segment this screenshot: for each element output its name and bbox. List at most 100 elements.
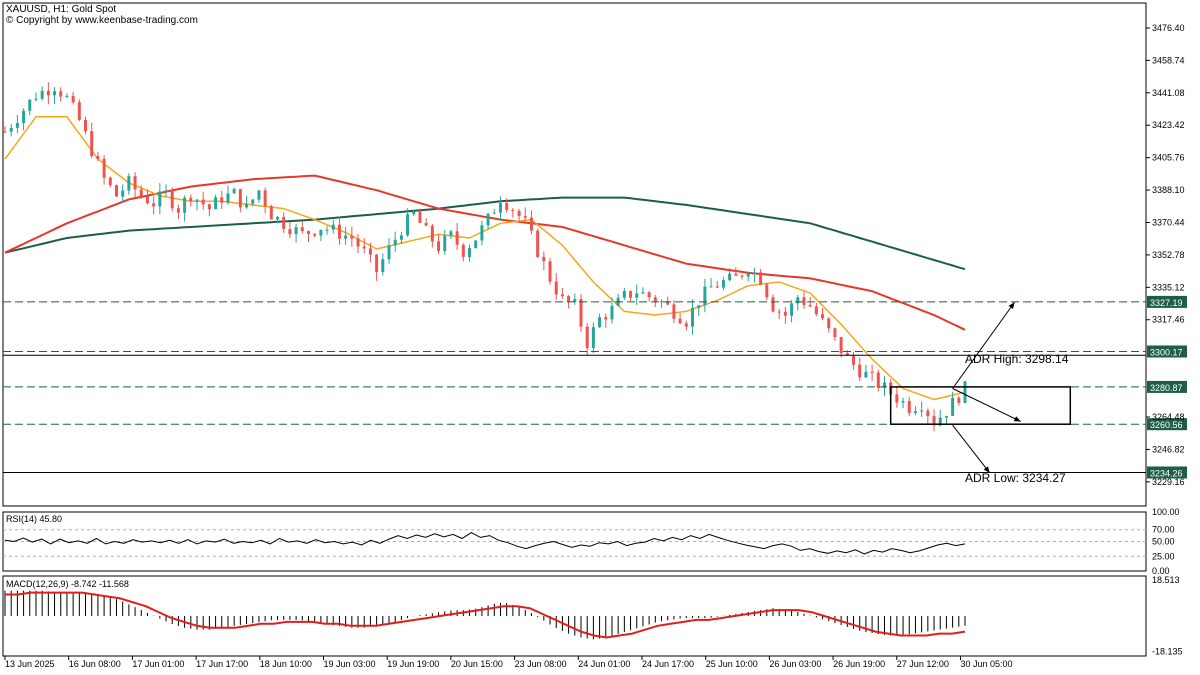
candle-body — [796, 297, 800, 304]
range-box — [889, 386, 1072, 425]
copyright-text: © Copyright by www.keenbase-trading.com — [6, 15, 198, 26]
candle-body — [567, 296, 571, 302]
candle-body — [77, 102, 81, 120]
time-tick-label: 30 Jun 05:00 — [961, 659, 1013, 669]
price-tick-label: 3388.10 — [1152, 185, 1185, 195]
price-tick-label: 3317.46 — [1152, 315, 1185, 325]
rsi-tick-label: 100.00 — [1152, 507, 1180, 517]
time-tick-label: 27 Jun 12:00 — [897, 659, 949, 669]
candle-body — [765, 284, 769, 298]
candle-body — [480, 225, 484, 241]
level-tag — [1147, 466, 1187, 479]
candle-body — [660, 301, 664, 303]
time-tick-label: 19 Jun 19:00 — [387, 659, 439, 669]
candle-body — [505, 203, 509, 211]
candle-body — [183, 197, 187, 213]
candle-body — [53, 91, 57, 96]
candle-body — [319, 229, 323, 236]
price-tick-label: 3229.16 — [1152, 477, 1185, 487]
candle-body — [152, 203, 156, 207]
candle-body — [697, 305, 701, 308]
price-axis: 3476.40 3458.74 3441.08 3423.42 3405.76 3388.… — [1146, 23, 1185, 487]
time-tick-label: 24 Jun 01:00 — [578, 659, 630, 669]
candle-body — [269, 206, 273, 220]
candle-body — [245, 203, 249, 208]
candle-body — [158, 191, 162, 207]
candle-body — [22, 110, 26, 124]
level-tag — [1147, 295, 1187, 308]
macd-panel: 18.513 -18.135 — [4, 575, 1183, 656]
candle-body — [684, 323, 688, 327]
candle-body — [715, 286, 719, 288]
candle-body — [666, 301, 670, 305]
time-tick-label: 18 Jun 10:00 — [260, 659, 312, 669]
candle-body — [344, 235, 348, 239]
candle-body — [294, 227, 298, 235]
candle-body — [808, 304, 812, 307]
moving-averages — [4, 116, 966, 401]
candle-body — [759, 272, 763, 285]
candle-body — [852, 355, 856, 365]
time-tick-label: 13 Jun 2025 — [5, 659, 55, 669]
level-tag-label: 3280.87 — [1150, 383, 1183, 393]
candle-body — [375, 254, 379, 272]
candle-body — [263, 190, 267, 207]
candle-body — [839, 337, 843, 354]
price-tick-label: 3246.82 — [1152, 444, 1185, 454]
time-tick-label: 17 Jun 01:00 — [132, 659, 184, 669]
candle-body — [356, 238, 360, 247]
candle-body — [59, 91, 63, 97]
candle-body — [139, 189, 143, 197]
candle-body — [672, 304, 676, 319]
macd-signal-line — [5, 591, 966, 639]
rsi-tick-label: 25.00 — [1152, 551, 1175, 561]
candle-body — [368, 248, 372, 255]
rsi-line — [4, 532, 966, 555]
candle-body — [870, 371, 874, 373]
adr-high-label: ADR High: 3298.14 — [965, 352, 1069, 366]
adr-low-label: ADR Low: 3234.27 — [965, 471, 1066, 485]
candle-body — [579, 299, 583, 327]
price-panel-frame — [2, 2, 1147, 507]
time-tick-label: 26 Jun 03:00 — [769, 659, 821, 669]
arrow-head — [983, 466, 990, 473]
candle-body — [548, 261, 552, 282]
price-tick-label: 3264.48 — [1152, 412, 1185, 422]
candle-body — [164, 190, 168, 192]
candle-body — [96, 156, 100, 159]
price-tick-label: 3441.08 — [1152, 88, 1185, 98]
candle-body — [176, 208, 180, 213]
candle-body — [882, 382, 886, 388]
candle-body — [3, 131, 7, 133]
candle-body — [65, 95, 69, 97]
price-tick-label: 3335.12 — [1152, 282, 1185, 292]
level-tag — [1147, 418, 1187, 431]
time-tick-label: 24 Jun 17:00 — [642, 659, 694, 669]
candle-body — [455, 231, 459, 245]
rsi-title: RSI(14) 45.80 — [6, 514, 62, 524]
candle-body — [560, 294, 564, 297]
candle-body — [474, 240, 478, 249]
candle-body — [195, 199, 199, 202]
level-tag-label: 3327.19 — [1150, 298, 1183, 308]
candle-body — [932, 416, 936, 426]
candle-body — [40, 90, 44, 99]
candle-body — [34, 98, 38, 100]
candle-body — [238, 189, 242, 208]
candle-body — [226, 193, 230, 203]
arrow-head — [1013, 416, 1021, 422]
candle-body — [746, 273, 750, 277]
macd-tick-label: -18.135 — [1152, 646, 1183, 656]
candle-body — [350, 235, 354, 239]
candle-body — [276, 216, 280, 220]
candle-body — [127, 176, 131, 191]
macd-title: MACD(12,26,9) -8.742 -11.568 — [6, 579, 129, 589]
candle-body — [71, 95, 75, 103]
candle-body — [121, 190, 125, 197]
candle-body — [647, 292, 651, 298]
time-tick-label: 20 Jun 15:00 — [451, 659, 503, 669]
candle-body — [536, 230, 540, 257]
candle-body — [46, 90, 50, 96]
projection-arrow — [952, 424, 991, 474]
candle-body — [728, 273, 732, 281]
